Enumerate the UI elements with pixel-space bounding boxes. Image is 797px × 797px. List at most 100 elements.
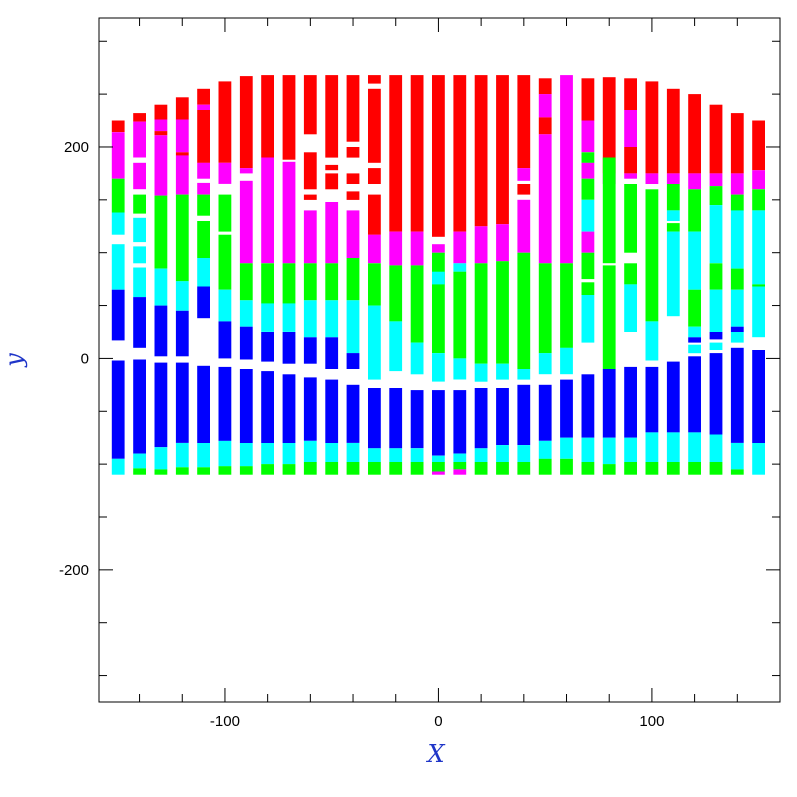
bar-segment-red: [666, 88, 680, 174]
bar-segment-magenta: [624, 173, 637, 179]
bar-segment-green: [709, 263, 723, 290]
bar-segment-red: [730, 113, 744, 174]
bar-segment-cyan: [239, 300, 253, 327]
bar-segment-blue: [261, 332, 274, 362]
bar-segment-blue: [197, 286, 210, 319]
bar-segment-green: [709, 462, 723, 475]
bar-segment-cyan: [368, 448, 381, 462]
bar-segment-red: [346, 173, 360, 184]
bar-segment-green: [197, 221, 210, 258]
bar-segment-cyan: [666, 210, 680, 221]
bar-segment-green: [474, 462, 488, 475]
bar-segment-red: [303, 152, 317, 190]
bar-segment-cyan: [282, 443, 296, 465]
bar-segment-magenta: [474, 226, 488, 264]
bar-segment-red: [261, 75, 274, 158]
bar-segment-cyan: [602, 437, 616, 465]
bar-segment-red: [346, 147, 360, 158]
bar-segment-red: [453, 75, 467, 232]
bar-segment-blue: [175, 310, 189, 357]
bar-segment-green: [624, 263, 637, 285]
bar-segment-red: [368, 75, 381, 84]
bar-segment-red: [602, 77, 616, 174]
bar-segment-magenta: [175, 119, 189, 153]
bar-segment-cyan: [581, 295, 595, 343]
bar-segment-green: [581, 282, 595, 295]
bar-segment-red: [154, 131, 168, 136]
bar-segment-green: [282, 464, 296, 475]
bar-segment-cyan: [432, 353, 445, 382]
bar-segment-red: [517, 75, 531, 169]
bar-segment-cyan: [389, 448, 403, 462]
bar-segment-magenta: [624, 110, 637, 147]
bar-segment-magenta: [645, 173, 659, 184]
bar-segment-cyan: [133, 246, 146, 264]
bar-segment-green: [154, 195, 168, 269]
bar-segment-red: [175, 97, 189, 120]
bar-segment-magenta: [581, 231, 595, 253]
bar-segment-red: [175, 152, 189, 156]
bar-segment-green: [538, 263, 552, 354]
bar-segment-magenta: [261, 157, 274, 264]
bar-segment-green: [453, 271, 467, 359]
bar-segment-magenta: [197, 182, 210, 195]
bar-segment-blue: [175, 362, 189, 443]
bar-segment-cyan: [111, 212, 125, 235]
bar-segment-green: [624, 462, 637, 475]
bar-segment-green: [389, 462, 403, 475]
bar-segment-blue: [602, 369, 616, 438]
bar-segment-green: [325, 263, 339, 301]
bar-segment-blue: [730, 347, 744, 443]
bar-segment-blue: [560, 379, 573, 438]
bar-segment-green: [346, 462, 360, 475]
bar-segment-green: [261, 263, 274, 304]
bar-segment-green: [709, 186, 723, 206]
bar-segment-magenta: [581, 162, 595, 179]
bar-segment-red: [133, 113, 146, 122]
bar-segment-magenta: [666, 173, 680, 184]
bar-segment-cyan: [175, 281, 189, 311]
bar-segment-green: [666, 223, 680, 232]
bar-segment-cyan: [453, 453, 467, 463]
bar-segment-cyan: [538, 440, 552, 459]
bar-segment-green: [602, 265, 616, 369]
bar-segment-green: [175, 467, 189, 475]
bar-segment-magenta: [517, 199, 531, 253]
bar-segment-blue: [218, 321, 232, 359]
bar-segment-red: [346, 191, 360, 200]
bar-segment-cyan: [197, 443, 210, 468]
bar-segment-green: [325, 462, 339, 475]
bar-segment-green: [688, 189, 701, 232]
bar-segment-cyan: [709, 434, 723, 462]
bar-segment-green: [624, 184, 637, 253]
bar-segment-red: [197, 110, 210, 163]
bar-segment-blue: [325, 379, 339, 443]
bar-segment-magenta: [730, 173, 744, 195]
bar-segment-cyan: [261, 443, 274, 465]
bar-segment-blue: [133, 359, 146, 454]
bar-segment-green: [581, 462, 595, 475]
tick-labels-layer: -100 0 100 -200 0 200: [59, 139, 664, 730]
bar-segment-red: [346, 75, 360, 142]
bar-segment-red: [303, 75, 317, 135]
bar-segment-cyan: [346, 443, 360, 462]
bar-segment-green: [602, 464, 616, 475]
bar-segment-blue: [730, 326, 744, 332]
bar-segment-green: [581, 252, 595, 280]
bar-segment-blue: [303, 337, 317, 364]
bar-segment-green: [666, 184, 680, 211]
bar-segment-red: [410, 75, 424, 232]
bar-segment-cyan: [666, 432, 680, 462]
bar-segment-cyan: [581, 199, 595, 232]
bar-segment-green: [282, 263, 296, 304]
bar-segment-blue: [346, 384, 360, 443]
bar-segment-blue: [666, 361, 680, 433]
bar-segment-green: [496, 462, 509, 475]
y-tick-label: -200: [59, 562, 89, 579]
bar-segment-green: [389, 265, 403, 322]
bars-layer: [111, 75, 765, 475]
bar-segment-blue: [410, 390, 424, 449]
bar-segment-green: [645, 189, 659, 322]
bar-segment-blue: [709, 353, 723, 435]
bar-segment-magenta: [581, 120, 595, 153]
